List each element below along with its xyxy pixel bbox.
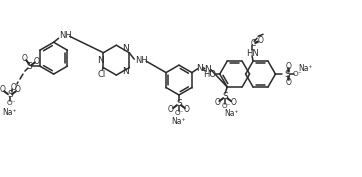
Text: O: O <box>0 85 5 95</box>
Text: N: N <box>122 67 129 76</box>
Text: O: O <box>286 62 291 71</box>
Text: O⁻: O⁻ <box>292 71 302 77</box>
Text: O: O <box>34 57 40 66</box>
Text: C: C <box>251 39 256 48</box>
Text: O: O <box>230 98 236 107</box>
Text: S: S <box>285 70 290 79</box>
Text: S: S <box>222 92 228 101</box>
Text: O: O <box>11 82 17 92</box>
Text: Cl: Cl <box>97 70 106 79</box>
Text: Na⁺: Na⁺ <box>3 108 17 117</box>
Text: HO: HO <box>203 70 216 79</box>
Text: S: S <box>176 99 182 109</box>
Text: N: N <box>205 65 211 74</box>
Text: S: S <box>26 62 32 71</box>
Text: O: O <box>184 105 190 114</box>
Text: N: N <box>197 64 203 73</box>
Text: Na⁺: Na⁺ <box>172 117 186 126</box>
Text: NH: NH <box>59 31 72 40</box>
Text: O: O <box>214 98 220 107</box>
Text: O: O <box>15 85 21 95</box>
Text: Na⁺: Na⁺ <box>224 109 239 118</box>
Text: N: N <box>122 44 129 53</box>
Text: O⁻: O⁻ <box>6 100 16 106</box>
Text: Na⁺: Na⁺ <box>298 64 313 73</box>
Text: N: N <box>97 56 104 65</box>
Text: O⁻: O⁻ <box>174 110 184 116</box>
Text: HN: HN <box>246 49 258 58</box>
Text: O: O <box>258 36 264 45</box>
Text: O: O <box>286 78 291 87</box>
Text: O: O <box>168 105 174 114</box>
Text: O⁻: O⁻ <box>222 103 231 109</box>
Text: O: O <box>22 54 28 63</box>
Text: NH: NH <box>135 56 148 65</box>
Text: S: S <box>7 90 13 99</box>
